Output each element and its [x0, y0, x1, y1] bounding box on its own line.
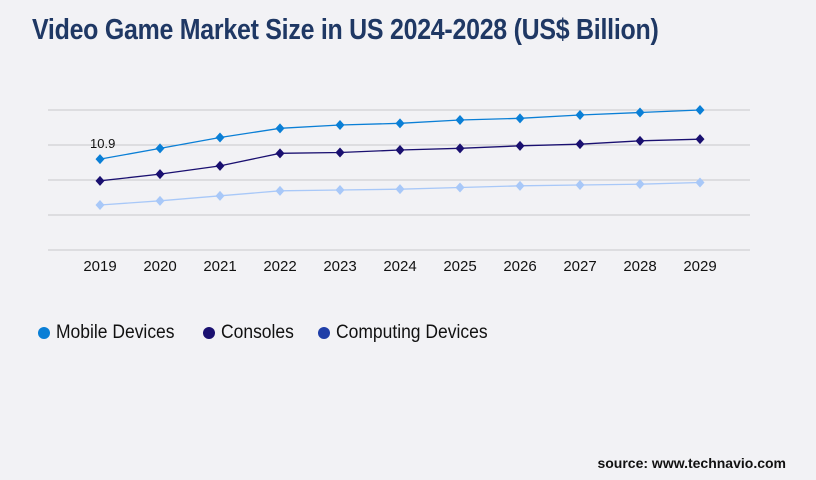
data-point: [455, 182, 465, 193]
data-point: [635, 107, 645, 118]
data-point: [635, 179, 645, 190]
data-point: [275, 185, 285, 196]
legend-marker: [38, 327, 50, 339]
data-point: [155, 143, 165, 154]
chart-title: Video Game Market Size in US 2024-2028 (…: [32, 14, 659, 46]
data-point: [335, 120, 345, 130]
x-tick-label: 2029: [683, 258, 716, 275]
data-point: [335, 147, 345, 158]
data-point: [95, 154, 105, 165]
data-point: [515, 180, 525, 191]
data-point: [395, 184, 405, 195]
legend: Mobile Devices Consoles Computing Device…: [38, 322, 501, 344]
x-tick-label: 2023: [323, 258, 356, 275]
data-point: [575, 139, 585, 150]
data-point: [575, 110, 585, 120]
data-point: [215, 132, 225, 143]
line-chart: 2019 2020 2021 2022 2023 2024 2025 2026 2027 2028…: [48, 105, 750, 275]
data-point: [275, 148, 285, 159]
data-point: [95, 200, 105, 210]
legend-item-computing: Computing Devices: [318, 322, 501, 344]
data-point: [275, 123, 285, 134]
legend-marker: [202, 327, 215, 339]
x-tick-label: 2024: [383, 258, 416, 275]
x-tick-label: 2021: [203, 258, 236, 275]
data-point: [455, 143, 465, 154]
legend-item-mobile: Mobile Devices: [38, 322, 185, 344]
data-point: [215, 160, 225, 171]
x-tick-label: 2019: [83, 258, 116, 275]
data-point: [575, 180, 585, 190]
data-point: [95, 175, 105, 186]
data-point: [515, 113, 525, 124]
legend-label: Consoles: [220, 322, 294, 343]
legend-label: Computing Devices: [336, 322, 488, 343]
source-text: source: www.technavio.com: [597, 455, 786, 471]
data-label: 10.9: [90, 136, 115, 151]
data-point: [215, 190, 225, 201]
data-point: [695, 134, 705, 145]
data-point: [155, 169, 165, 180]
data-point: [395, 145, 405, 155]
x-tick-label: 2027: [563, 258, 596, 275]
data-point: [395, 118, 405, 129]
data-point: [515, 140, 525, 151]
x-tick-label: 2025: [443, 258, 476, 275]
data-point: [635, 135, 645, 146]
data-point: [455, 115, 465, 125]
legend-label: Mobile Devices: [56, 322, 175, 343]
x-tick-label: 2026: [503, 258, 536, 275]
x-tick-label: 2020: [143, 258, 176, 275]
legend-item-consoles: Consoles: [202, 322, 300, 344]
data-point: [155, 195, 165, 206]
x-tick-label: 2022: [263, 258, 296, 275]
data-point: [695, 177, 705, 188]
x-tick-label: 2028: [623, 258, 656, 275]
data-point: [695, 105, 705, 115]
data-point: [335, 185, 345, 195]
legend-marker: [318, 327, 331, 339]
